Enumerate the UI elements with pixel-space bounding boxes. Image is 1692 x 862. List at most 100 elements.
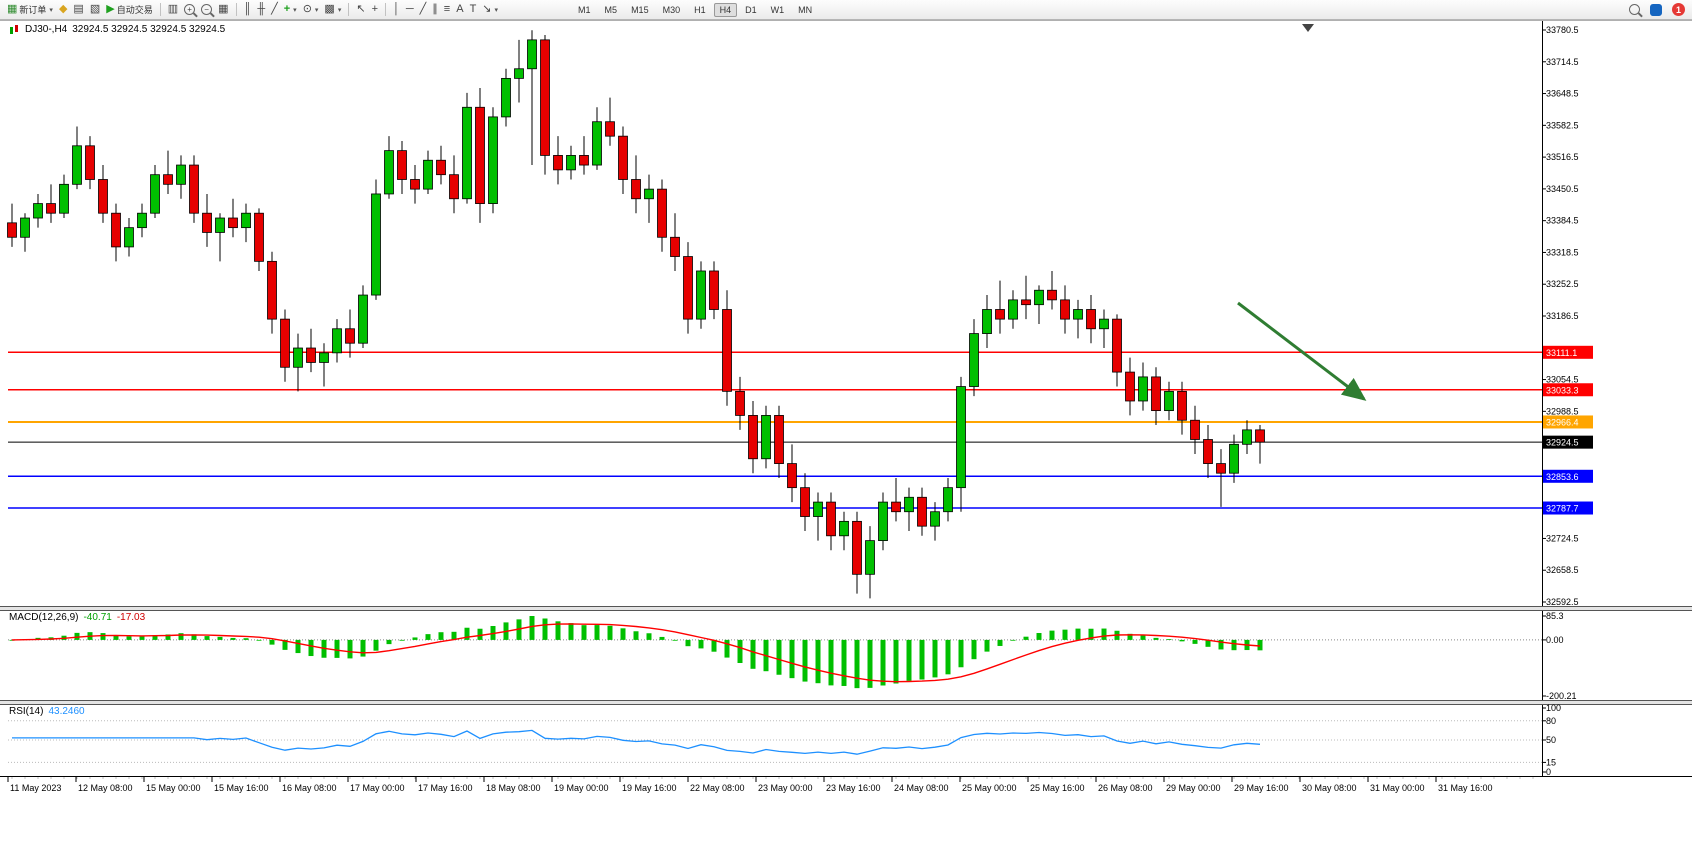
svg-text:33033.3: 33033.3: [1546, 385, 1579, 395]
arrows-button[interactable]: ↘ ▾: [479, 1, 501, 18]
chart-ohlc: 32924.5 32924.5 32924.5 32924.5: [72, 24, 226, 35]
candlestick-chart-button[interactable]: ╫: [254, 1, 268, 18]
zoom-out-button[interactable]: −: [198, 1, 215, 18]
cursor-button[interactable]: ↖: [353, 1, 368, 18]
macd-axis[interactable]: 85.3 0.00 -200.21: [1542, 611, 1577, 701]
indicators-button[interactable]: + ▾: [281, 1, 300, 18]
search-button[interactable]: [1626, 1, 1643, 18]
autotrading-button[interactable]: ▶ 自动交易: [103, 1, 155, 18]
timeframe-button-m15[interactable]: M15: [631, 4, 649, 15]
timeframe-button-h1[interactable]: H1: [694, 4, 706, 15]
text-button[interactable]: A: [453, 1, 466, 18]
timeframe-button-m30[interactable]: M30: [662, 4, 681, 15]
rsi-axis[interactable]: 100 80 50 150: [1542, 703, 1561, 777]
chart-symbol-period: DJ30-,H4: [25, 24, 68, 35]
horizontal-line-button[interactable]: ─: [403, 1, 417, 18]
trendline-button[interactable]: ╱: [417, 1, 430, 18]
macd-label: MACD(12,26,9): [9, 612, 79, 623]
timeframe-button-d1[interactable]: D1: [745, 4, 757, 15]
svg-text:0.00: 0.00: [1546, 635, 1564, 645]
chart-title-bar: DJ30-,H4 32924.5 32924.5 32924.5 32924.5: [9, 24, 225, 35]
svg-text:15 May 16:00: 15 May 16:00: [214, 783, 269, 793]
navigator-icon: ▧: [89, 3, 101, 15]
timeframe-button-m5[interactable]: M5: [604, 4, 618, 15]
trend-arrow-annotation[interactable]: [1237, 301, 1367, 401]
macd-signal-value: -17.03: [116, 612, 146, 623]
notifications-button[interactable]: 1: [1669, 1, 1688, 18]
channel-button[interactable]: ∥: [429, 1, 441, 18]
svg-text:0: 0: [1546, 767, 1551, 777]
svg-text:100: 100: [1546, 703, 1561, 713]
price-badge-32966.4: 32966.4: [1543, 415, 1593, 429]
timeframe-button-mn[interactable]: MN: [798, 4, 813, 15]
line-chart-button[interactable]: ╱: [268, 1, 281, 18]
zoom-out-icon: −: [201, 4, 213, 15]
svg-text:19 May 00:00: 19 May 00:00: [554, 783, 609, 793]
svg-text:32966.4: 32966.4: [1546, 417, 1579, 427]
bar-chart-button[interactable]: ║: [241, 1, 255, 18]
caret-icon: ▾: [49, 6, 53, 14]
rsi-label: RSI(14): [9, 706, 44, 717]
price-axis[interactable]: 33780.5 33714.5 33648.5 33582.5 33516.5 33450…: [1542, 25, 1579, 607]
price-badge-32787.7: 32787.7: [1543, 501, 1593, 515]
svg-text:17 May 16:00: 17 May 16:00: [418, 783, 473, 793]
timeframe-button-w1[interactable]: W1: [770, 4, 785, 15]
svg-text:24 May 08:00: 24 May 08:00: [894, 783, 949, 793]
svg-text:23 May 00:00: 23 May 00:00: [758, 783, 813, 793]
zoom-in-button[interactable]: +: [181, 1, 198, 18]
svg-text:33384.5: 33384.5: [1546, 216, 1579, 226]
svg-text:32988.5: 32988.5: [1546, 406, 1579, 416]
templates-button[interactable]: ▩ ▾: [321, 1, 344, 18]
svg-text:19 May 16:00: 19 May 16:00: [622, 783, 677, 793]
candles-layer: [7, 30, 1265, 599]
autotrading-label: 自动交易: [116, 5, 153, 15]
text-icon: A: [456, 3, 464, 15]
timeframe-toolbar: M1 M5 M15 M30 H1 H4 D1 W1 MN: [571, 2, 819, 17]
metaeditor-button[interactable]: ◆: [56, 1, 70, 18]
timeframe-button-h4[interactable]: H4: [713, 2, 738, 17]
svg-text:33054.5: 33054.5: [1546, 375, 1579, 385]
crosshair-button[interactable]: +: [369, 1, 381, 18]
svg-text:26 May 08:00: 26 May 08:00: [1098, 783, 1153, 793]
rsi-value: 43.2460: [48, 706, 85, 717]
autotrading-play-icon: ▶: [106, 3, 115, 15]
svg-text:11 May 2023: 11 May 2023: [10, 783, 61, 793]
label-button[interactable]: T: [467, 1, 480, 18]
timeframe-button-m1[interactable]: M1: [578, 4, 591, 15]
periods-button[interactable]: ⊙ ▾: [300, 1, 322, 18]
svg-text:33648.5: 33648.5: [1546, 89, 1579, 99]
svg-text:32853.6: 32853.6: [1546, 472, 1579, 482]
svg-text:22 May 08:00: 22 May 08:00: [690, 783, 745, 793]
shift-marker[interactable]: [1302, 24, 1314, 32]
svg-text:-200.21: -200.21: [1546, 691, 1577, 701]
candlestick-chart-icon: ╫: [257, 3, 266, 15]
svg-text:32658.5: 32658.5: [1546, 565, 1579, 575]
svg-text:32924.5: 32924.5: [1546, 438, 1579, 448]
tile-windows-button[interactable]: ▦: [215, 1, 231, 18]
community-button[interactable]: [1647, 1, 1665, 18]
svg-text:32787.7: 32787.7: [1546, 504, 1579, 514]
toolbar-separator: [348, 3, 350, 16]
svg-text:33252.5: 33252.5: [1546, 279, 1579, 289]
notification-badge: 1: [1672, 3, 1685, 16]
market-watch-icon: ▤: [73, 3, 84, 15]
tile-windows-icon: ▦: [218, 3, 229, 15]
caret-icon: ▾: [337, 6, 342, 14]
fibonacci-button[interactable]: ≡: [441, 1, 453, 18]
vertical-line-button[interactable]: │: [390, 1, 403, 18]
navigator-button[interactable]: ▧: [87, 1, 103, 18]
new-chart-button[interactable]: ▥: [165, 1, 181, 18]
svg-text:85.3: 85.3: [1546, 611, 1564, 621]
clock-icon: ⊙: [302, 3, 312, 15]
svg-text:31 May 00:00: 31 May 00:00: [1370, 783, 1425, 793]
metaeditor-icon: ◆: [58, 3, 68, 15]
time-axis[interactable]: 11 May 2023 12 May 08:00 15 May 00:00 15 Ma…: [7, 777, 1534, 793]
rsi-header: RSI(14) 43.2460: [9, 706, 85, 717]
new-order-button[interactable]: ▦ 新订单 ▾: [4, 1, 56, 18]
macd-header: MACD(12,26,9) -40.71 -17.03: [9, 612, 145, 623]
new-order-label: 新订单: [19, 5, 47, 15]
market-watch-button[interactable]: ▤: [70, 1, 86, 18]
svg-text:29 May 16:00: 29 May 16:00: [1234, 783, 1289, 793]
svg-text:12 May 08:00: 12 May 08:00: [78, 783, 133, 793]
